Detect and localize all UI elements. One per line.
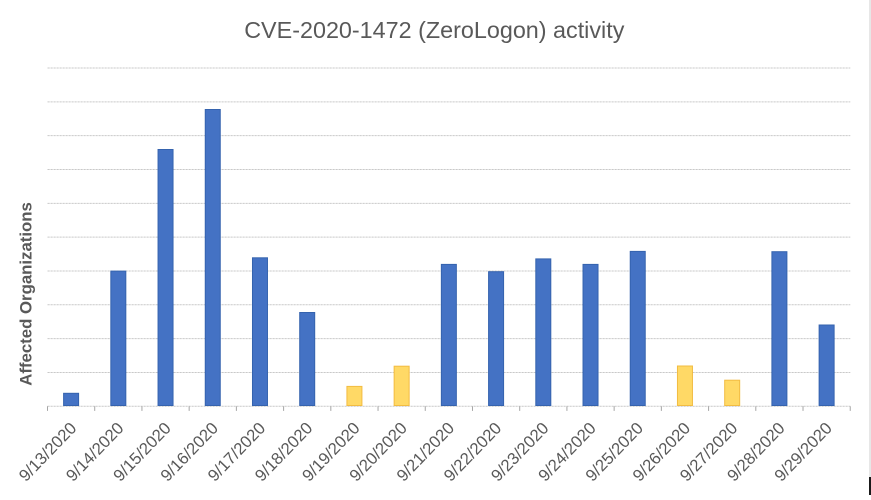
svg-text:Affected Organizations: Affected Organizations (17, 202, 36, 386)
svg-text:CVE-2020-1472 (ZeroLogon) acti: CVE-2020-1472 (ZeroLogon) activity (244, 17, 625, 43)
